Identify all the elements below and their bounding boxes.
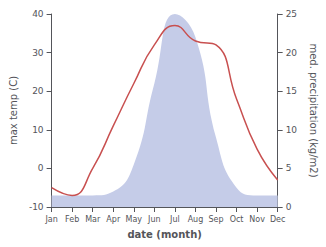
svg-text:Mar: Mar [85,215,101,224]
svg-text:max temp (C): max temp (C) [8,76,19,145]
svg-text:20: 20 [32,86,44,96]
svg-text:Sep: Sep [208,215,223,224]
svg-text:Nov: Nov [249,215,265,224]
svg-text:Jul: Jul [169,215,180,224]
svg-text:25: 25 [286,9,297,19]
svg-text:Oct: Oct [230,215,244,224]
svg-text:Aug: Aug [188,215,204,224]
svg-text:Dec: Dec [270,215,285,224]
svg-text:30: 30 [32,48,44,58]
svg-text:Feb: Feb [65,215,79,224]
svg-text:0: 0 [38,163,44,173]
svg-text:20: 20 [286,48,298,58]
svg-text:date (month): date (month) [127,229,201,240]
svg-text:Jun: Jun [147,215,161,224]
svg-text:Apr: Apr [106,215,121,224]
svg-text:-10: -10 [29,202,44,212]
svg-text:Jan: Jan [44,215,57,224]
svg-text:0: 0 [286,202,292,212]
svg-text:15: 15 [286,86,297,96]
svg-text:40: 40 [32,9,44,19]
svg-text:med. precipitation (kg/m2): med. precipitation (kg/m2) [308,43,319,177]
svg-text:10: 10 [286,125,298,135]
svg-text:May: May [126,215,143,224]
svg-text:5: 5 [286,163,292,173]
svg-text:10: 10 [32,125,44,135]
